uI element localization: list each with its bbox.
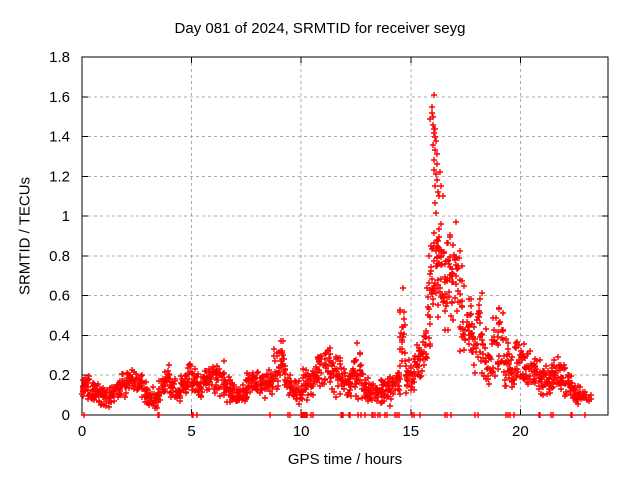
y-tick-label: 1.6 [49, 89, 70, 106]
y-tick-label: 0.4 [49, 327, 70, 344]
scatter-points [79, 92, 594, 418]
y-tick-label: 0 [62, 407, 70, 424]
y-tick-label: 1 [62, 208, 70, 225]
x-tick-label: 15 [402, 423, 419, 440]
y-tick-label: 0.2 [49, 367, 70, 384]
y-tick-label: 1.8 [49, 49, 70, 66]
x-tick-label: 20 [512, 423, 529, 440]
y-axis-label: SRMTID / TECUs [16, 176, 34, 296]
x-tick-label: 0 [78, 423, 86, 440]
plot-border [81, 56, 609, 416]
chart-title: Day 081 of 2024, SRMTID for receiver sey… [174, 20, 466, 37]
y-tick-label: 1.4 [49, 129, 70, 146]
y-tick-label: 0.8 [49, 248, 70, 265]
x-tick-label: 10 [293, 423, 310, 440]
y-tick-label: 0.6 [49, 288, 70, 305]
x-axis-label: GPS time / hours [287, 451, 403, 468]
y-tick-label: 1.2 [49, 168, 70, 185]
x-tick-label: 5 [187, 423, 195, 440]
